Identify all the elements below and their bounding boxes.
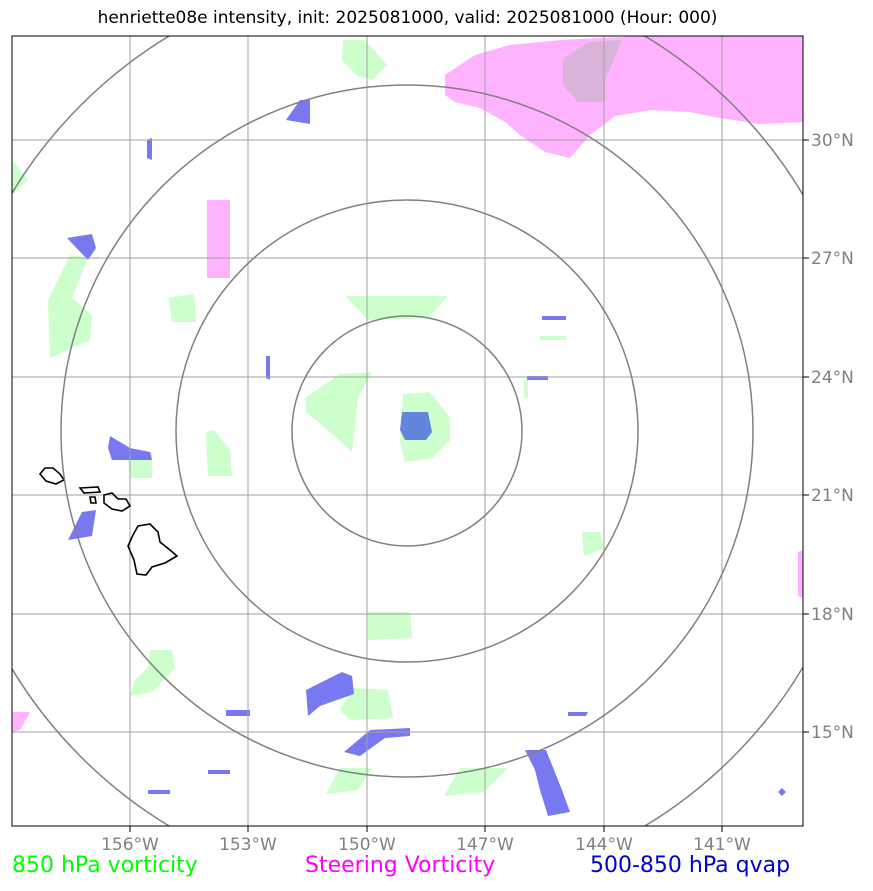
vorticity-850-patch — [368, 612, 412, 640]
kauai-island — [38, 467, 66, 485]
qvap-patch — [525, 750, 570, 816]
vorticity-850-patch — [130, 650, 175, 696]
vorticity-850-patch — [345, 296, 448, 320]
steering-vorticity-patch — [207, 200, 230, 278]
steering-vorticity-patch — [798, 550, 803, 598]
hawaii-coastline — [38, 467, 179, 576]
lon-tick-label: 153°W — [219, 835, 277, 855]
qvap-patch — [286, 100, 310, 124]
steering-vorticity-patch — [445, 36, 803, 158]
qvap-patch — [542, 316, 566, 320]
qvap-patch — [344, 728, 410, 756]
lat-tick-label: 24°N — [811, 368, 854, 388]
vorticity-850-patch — [48, 255, 92, 358]
legend-850-vorticity: 850 hPa vorticity — [12, 853, 198, 878]
molokai-island — [89, 496, 97, 504]
vorticity-850-patch — [524, 380, 528, 398]
lat-tick-label: 21°N — [811, 486, 854, 506]
lon-tick-label: 156°W — [101, 835, 159, 855]
vorticity-850-patch — [168, 294, 196, 322]
qvap-patch — [568, 712, 588, 716]
qvap-patch — [148, 790, 170, 794]
vorticity-850-patch — [444, 768, 508, 796]
lat-tick-label: 15°N — [811, 723, 854, 743]
map-frame — [11, 35, 804, 827]
graticule — [12, 36, 803, 826]
steering-vorticity-patch — [12, 712, 30, 732]
steering-overlap-patch — [563, 40, 622, 102]
qvap-patch — [68, 510, 96, 540]
lat-tick-label: 18°N — [811, 605, 854, 625]
big-island — [127, 523, 179, 576]
lon-tick-label: 150°W — [338, 835, 396, 855]
lon-tick-label: 141°W — [693, 835, 751, 855]
qvap-patch — [226, 710, 250, 716]
qvap-patch — [266, 356, 270, 380]
vorticity-850-patch — [540, 336, 566, 340]
legend-steering-vorticity: Steering Vorticity — [305, 853, 496, 878]
qvap-patch — [306, 672, 354, 716]
range-ring-1 — [291, 315, 523, 547]
lat-tick-label: 27°N — [811, 249, 854, 269]
vorticity-850-patch — [206, 430, 232, 476]
legend-qvap: 500-850 hPa qvap — [590, 853, 791, 878]
qvap-patch — [208, 770, 230, 774]
qvap-patch — [147, 138, 152, 160]
map-title: henriette08e intensity, init: 2025081000… — [97, 8, 718, 28]
lon-tick-label: 144°W — [575, 835, 633, 855]
range-ring-2 — [175, 199, 639, 663]
oahu-island — [78, 486, 102, 494]
qvap-850-overlap-patch — [400, 412, 432, 440]
lat-tick-label: 30°N — [811, 131, 854, 151]
vorticity-850-patch — [342, 40, 387, 80]
qvap-patch — [778, 788, 786, 796]
range-ring-3 — [60, 84, 754, 778]
qvap-patch — [67, 234, 96, 260]
vorticity-850-patch — [582, 532, 604, 556]
lon-tick-label: 147°W — [456, 835, 514, 855]
maui-island — [103, 492, 132, 512]
vorticity-850-patch — [305, 372, 372, 452]
